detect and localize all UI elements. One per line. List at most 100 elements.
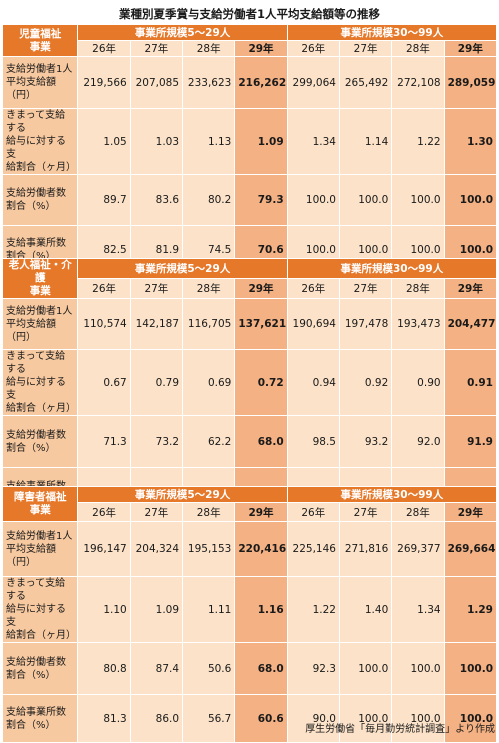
table-cell: 100.0 [391,642,445,695]
section-name: 老人福祉・介護 事業 [1,258,79,299]
table-cell: 0.92 [338,349,393,416]
table-cell: 0.67 [77,349,131,416]
table-cell: 289,059 [443,56,498,109]
table-cell: 272,108 [391,56,445,109]
table-cell: 1.10 [77,576,131,643]
header-row: 老人福祉・介護 事業 事業所規模5〜29人 事業所規模30〜99人 [1,258,498,299]
table-cell: 100.0 [338,694,393,743]
table-cell: 0.91 [443,349,498,416]
row-label: 支給労働者数 割合（%） [1,642,79,695]
table-row: 支給労働者1人 平均支給額 （円） 219,566 207,085 233,623 216,… [1,56,498,109]
table-cell: 1.34 [391,576,445,643]
table-section-disability-welfare: 障害者福祉 事業 事業所規模5〜29人 事業所規模30〜99人 26年 27年 28年 29年… [1,486,498,743]
table-row: きまって支給する 給与に対する支 給割合（ヶ月） 1.05 1.03 1.13 1.09 1.… [1,108,498,175]
header-row: 児童福祉 事業 事業所規模5〜29人 事業所規模30〜99人 [1,24,498,57]
table-section-elderly-care: 老人福祉・介護 事業 事業所規模5〜29人 事業所規模30〜99人 26年 27年 28年 2… [1,258,498,518]
year-header: 28年 [182,40,236,57]
group-header: 事業所規模30〜99人 [286,486,498,503]
year-header: 28年 [182,502,236,522]
table-cell: 197,478 [338,298,393,350]
row-label: 支給労働者1人 平均支給額 （円） [1,56,79,109]
table-cell: 219,566 [77,56,131,109]
group-header: 事業所規模5〜29人 [77,258,288,279]
table-cell: 190,694 [286,298,340,350]
table-cell: 299,064 [286,56,340,109]
year-header: 29年 [234,40,288,57]
table-cell: 1.16 [234,576,288,643]
source-note: 厚生労働省「毎月勤労統計調査」より作成 [305,724,495,735]
table-cell: 1.29 [443,576,498,643]
table-cell: 100.0 [391,694,445,743]
table-cell: 80.2 [182,174,236,226]
year-row: 26年 27年 28年 29年 26年 27年 28年 29年 [3,40,498,57]
table-cell: 50.6 [182,642,236,695]
row-label: 支給労働者1人 平均支給額 （円） [1,298,79,350]
year-header: 27年 [338,278,393,299]
header-row: 障害者福祉 事業 事業所規模5〜29人 事業所規模30〜99人 [1,486,498,522]
table-cell: 0.90 [391,349,445,416]
table-cell: 269,377 [391,521,445,577]
table-cell: 71.3 [77,415,131,468]
year-header: 26年 [77,502,131,522]
table-cell: 216,262 [234,56,288,109]
group-header: 事業所規模30〜99人 [286,24,498,41]
table-cell: 92.3 [286,642,340,695]
table-cell: 56.7 [182,694,236,743]
table-cell: 207,085 [129,56,184,109]
table-cell: 90.0 [286,694,340,743]
table-cell: 1.30 [443,108,498,175]
row-label: きまって支給する 給与に対する支 給割合（ヶ月） [1,576,79,643]
year-header: 28年 [391,502,445,522]
year-header: 27年 [129,278,184,299]
table-cell: 0.72 [234,349,288,416]
table-cell: 86.0 [129,694,184,743]
year-header: 28年 [391,40,445,57]
year-row: 26年 27年 28年 29年 26年 27年 28年 29年 [3,502,498,522]
row-label: きまって支給する 給与に対する支 給割合（ヶ月） [1,108,79,175]
year-header: 28年 [182,278,236,299]
table-row: 支給労働者1人 平均支給額 （円） 110,574 142,187 116,705 137,… [1,298,498,350]
table-cell: 0.69 [182,349,236,416]
table-row: 支給労働者数 割合（%） 80.8 87.4 50.6 68.0 92.3 100.0 100.… [1,642,498,695]
table-cell: 196,147 [77,521,131,577]
table-section-child-welfare: 児童福祉 事業 事業所規模5〜29人 事業所規模30〜99人 26年 27年 28年 29年 2… [1,24,498,274]
table-cell: 80.8 [77,642,131,695]
table-cell: 100.0 [338,174,393,226]
year-header: 27年 [129,502,184,522]
table-cell: 73.2 [129,415,184,468]
row-label: 支給労働者数 割合（%） [1,174,79,226]
row-label: 支給労働者数 割合（%） [1,415,79,468]
table-cell: 1.09 [129,576,184,643]
table-cell: 0.94 [286,349,340,416]
table-cell: 68.0 [234,415,288,468]
table-cell: 269,664 [443,521,498,577]
table-row: きまって支給する 給与に対する支 給割合（ヶ月） 1.10 1.09 1.11 1.16 1.… [1,576,498,643]
group-header: 事業所規模30〜99人 [286,258,498,279]
table-cell: 100.0 [338,642,393,695]
section-name: 障害者福祉 事業 [1,486,79,522]
table-cell: 79.3 [234,174,288,226]
table-cell: 1.03 [129,108,184,175]
year-header: 28年 [391,278,445,299]
table-cell: 271,816 [338,521,393,577]
table-cell: 1.34 [286,108,340,175]
table-cell: 0.79 [129,349,184,416]
row-label: 支給労働者1人 平均支給額 （円） [1,521,79,577]
table-cell: 1.05 [77,108,131,175]
table-cell: 100.0 [391,174,445,226]
table-row: 支給労働者数 割合（%） 71.3 73.2 62.2 68.0 98.5 93.2 92.0 9… [1,415,498,468]
year-header: 26年 [286,278,340,299]
year-header: 26年 [77,278,131,299]
table-cell: 92.0 [391,415,445,468]
page-title: 業種別夏季賞与支給労働者1人平均支給額等の推移 [119,7,380,21]
group-header: 事業所規模5〜29人 [77,486,288,503]
table-cell: 87.4 [129,642,184,695]
year-header: 26年 [286,502,340,522]
year-header: 26年 [286,40,340,57]
table-cell: 233,623 [182,56,236,109]
table-row: 支給労働者数 割合（%） 89.7 83.6 80.2 79.3 100.0 100.0 100… [1,174,498,226]
table-cell: 142,187 [129,298,184,350]
table-row: 支給事業所数 割合（%） 81.3 86.0 56.7 60.6 90.0 100.0 100.… [1,694,498,743]
table-cell: 100.0 [443,694,498,743]
year-header: 29年 [443,40,498,57]
